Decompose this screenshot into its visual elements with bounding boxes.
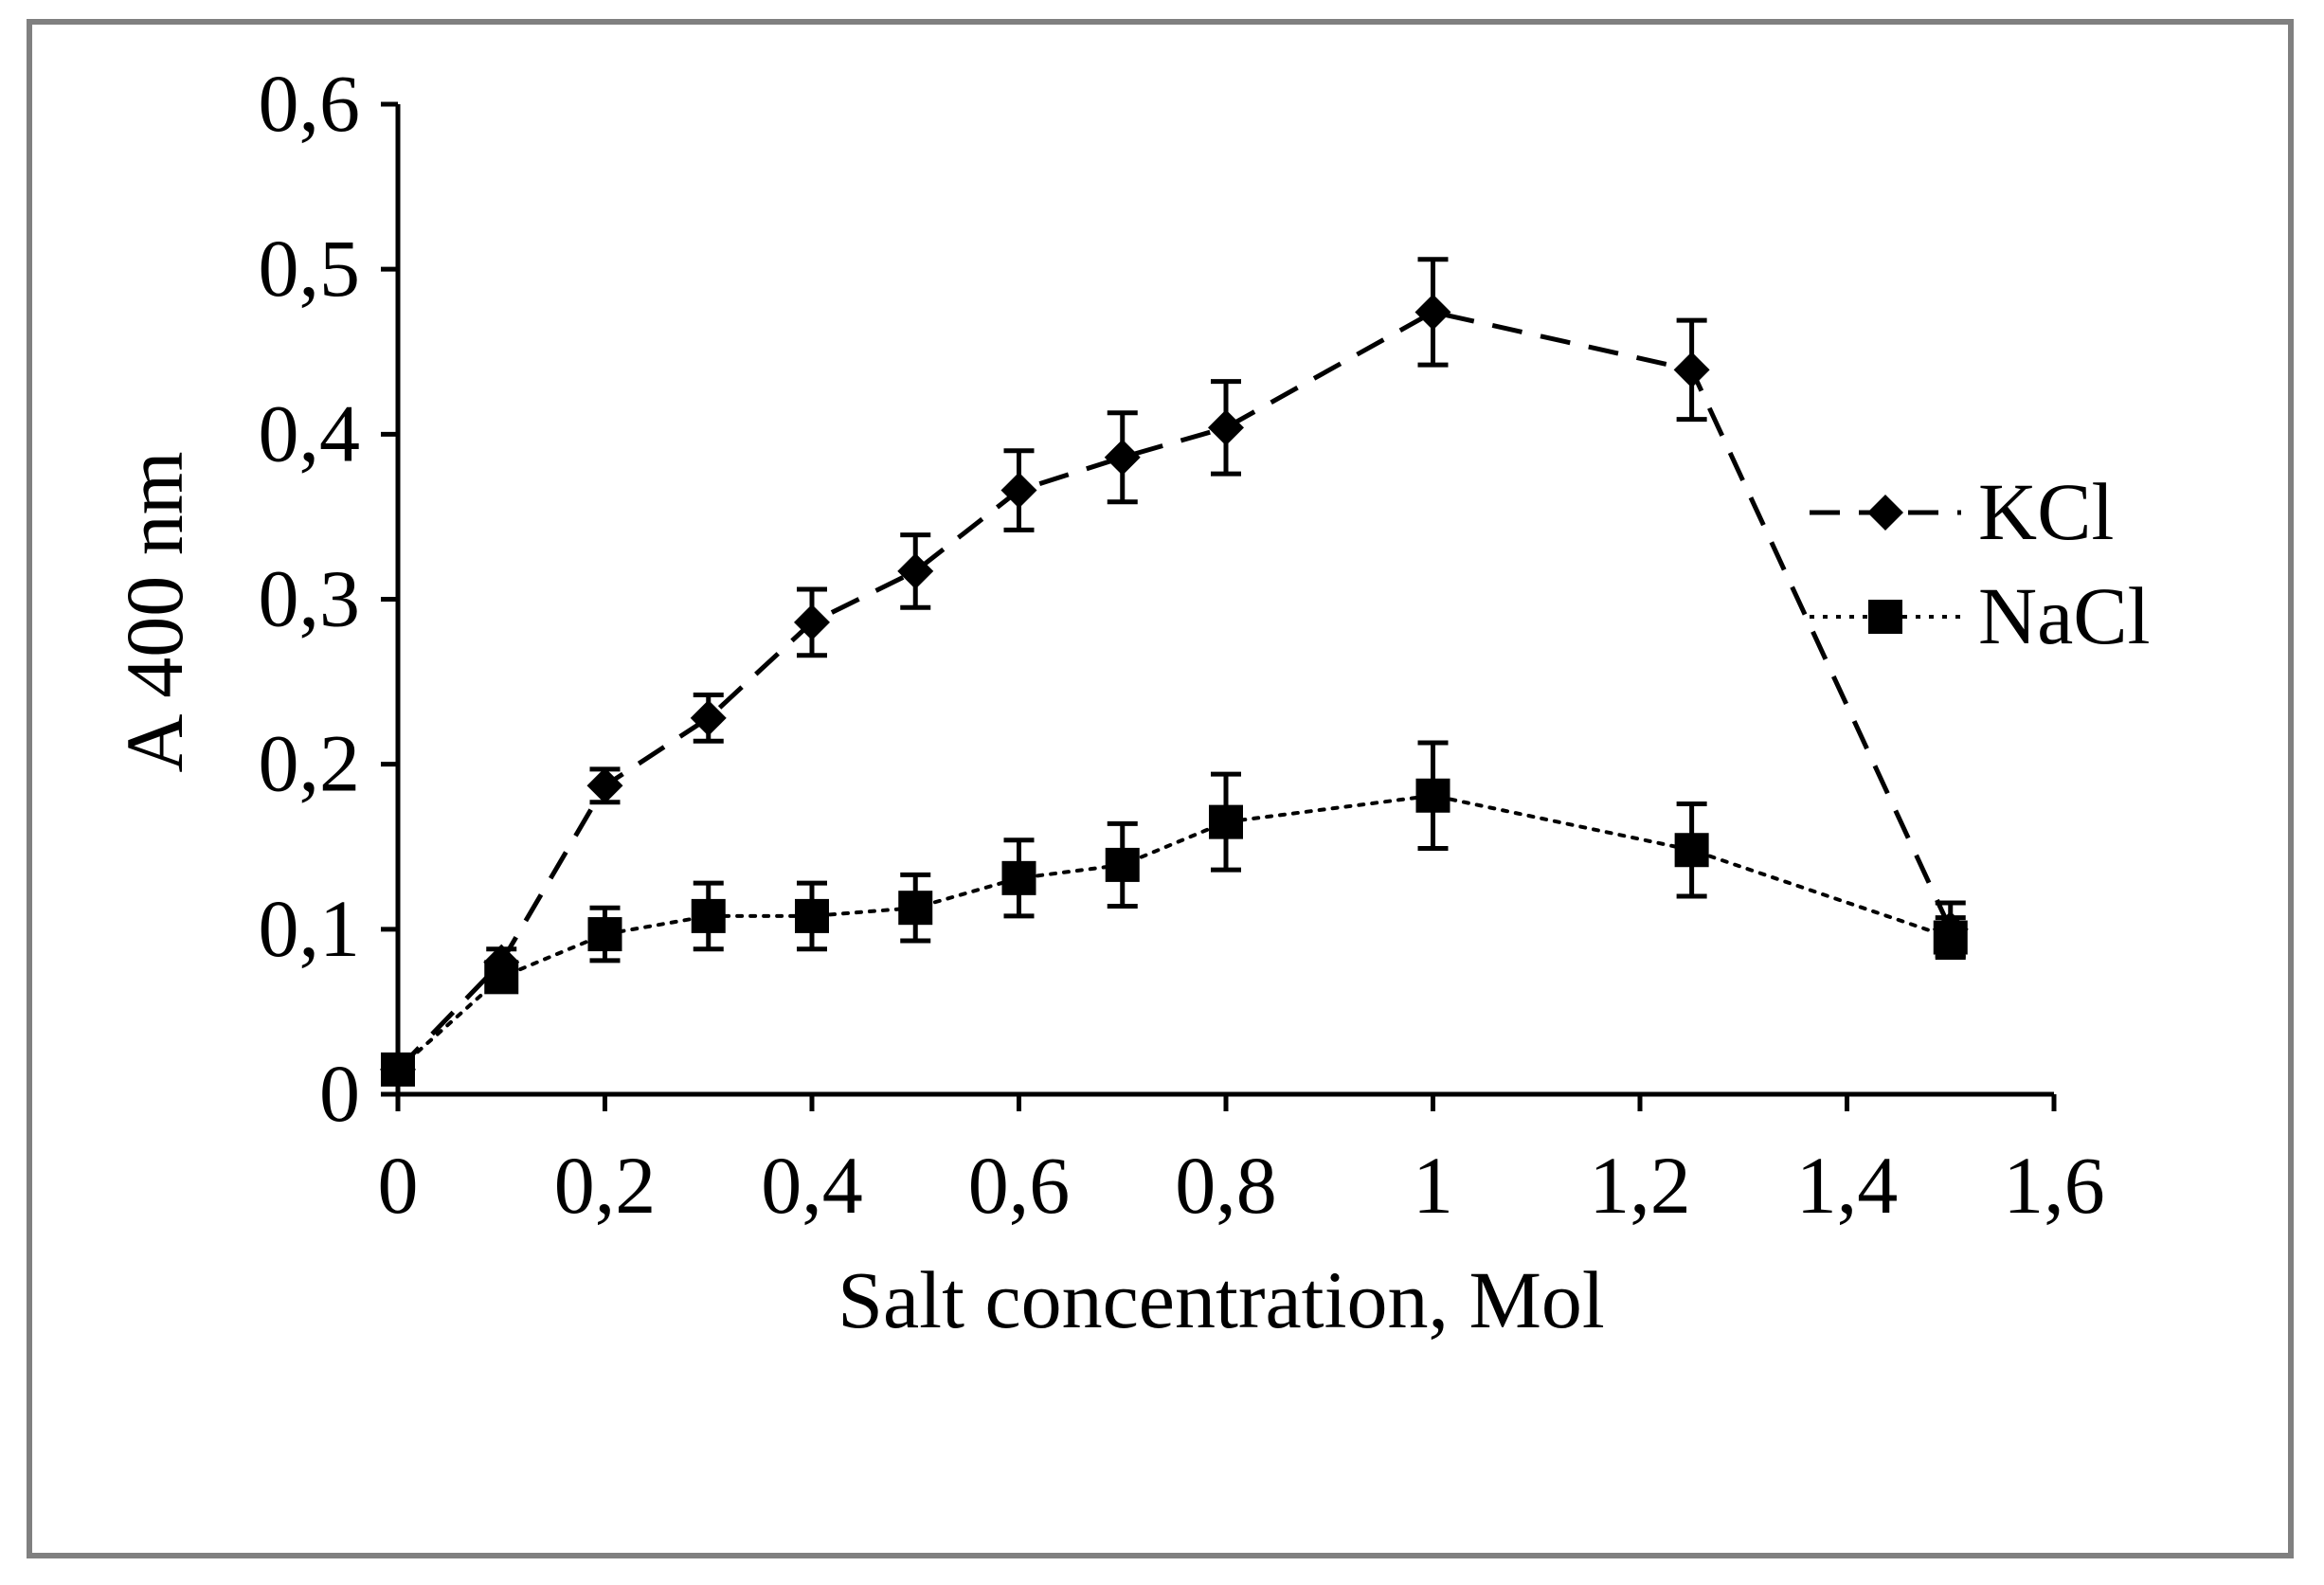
x-tick-label: 1 <box>1413 1140 1453 1231</box>
x-tick-label: 0,2 <box>554 1140 657 1231</box>
series-nacl <box>381 740 1968 1087</box>
data-point-kcl <box>1104 439 1141 476</box>
x-tick-label: 0 <box>378 1140 419 1231</box>
x-tick-label: 1,2 <box>1589 1140 1691 1231</box>
y-tick-label: 0,5 <box>259 223 361 314</box>
data-point-nacl <box>587 917 622 952</box>
legend-label: KCl <box>1978 466 2114 557</box>
series-kcl <box>380 257 1969 1088</box>
y-tick-label: 0 <box>319 1048 360 1139</box>
legend-item-nacl: NaCl <box>1810 570 2151 661</box>
data-point-nacl <box>381 1052 415 1087</box>
legend-item-kcl: KCl <box>1810 466 2114 557</box>
y-tick-label: 0,1 <box>259 883 361 974</box>
series-line-kcl <box>396 309 1954 1072</box>
legend-label: NaCl <box>1978 570 2151 661</box>
data-point-nacl <box>1001 860 1036 895</box>
data-point-nacl <box>1209 804 1243 839</box>
chart-frame: 0 0,1 0,2 0,3 0,4 0,5 0,6 0 0,2 0,4 0,6 0,8 1 1,2 1,4 1… <box>27 19 2294 1558</box>
y-tick-label: 0,4 <box>259 387 361 478</box>
x-tick-label: 1,6 <box>2003 1140 2105 1231</box>
x-tick-label: 0,4 <box>761 1140 863 1231</box>
y-tick-label: 0,2 <box>259 718 361 809</box>
data-point-kcl <box>1414 294 1451 331</box>
data-point-kcl <box>897 552 934 589</box>
data-point-kcl <box>1673 351 1710 388</box>
data-point-nacl <box>1933 920 1968 955</box>
y-tick-label: 0,3 <box>259 553 361 644</box>
series-line-nacl <box>396 793 1953 1072</box>
data-point-nacl <box>795 898 829 933</box>
legend-marker <box>1867 495 1903 531</box>
x-tick-label: 0,6 <box>968 1140 1071 1231</box>
data-point-nacl <box>691 898 726 933</box>
y-tick-label: 0,6 <box>259 58 361 149</box>
data-point-nacl <box>1105 847 1140 882</box>
series-group <box>380 257 1969 1088</box>
data-point-kcl <box>1000 472 1037 509</box>
axes: 0 0,1 0,2 0,3 0,4 0,5 0,6 0 0,2 0,4 0,6 0,8 1 1,2 1,4 1… <box>259 58 2105 1231</box>
data-point-kcl <box>586 767 623 804</box>
data-point-nacl <box>1674 833 1709 868</box>
data-point-nacl <box>1415 778 1450 813</box>
data-point-kcl <box>1208 409 1244 446</box>
legend-marker <box>1868 600 1902 634</box>
data-point-kcl <box>690 699 727 736</box>
x-tick-label: 1,4 <box>1796 1140 1899 1231</box>
y-axis-title: A 400 nm <box>109 451 200 772</box>
data-point-kcl <box>794 603 830 640</box>
x-tick-label: 0,8 <box>1175 1140 1277 1231</box>
data-point-nacl <box>898 891 933 926</box>
legend: KCl NaCl <box>1810 466 2151 661</box>
data-point-nacl <box>484 960 519 995</box>
chart-svg: 0 0,1 0,2 0,3 0,4 0,5 0,6 0 0,2 0,4 0,6 0,8 1 1,2 1,4 1… <box>109 58 2151 1345</box>
x-axis-title: Salt concentration, Mol <box>838 1254 1605 1345</box>
